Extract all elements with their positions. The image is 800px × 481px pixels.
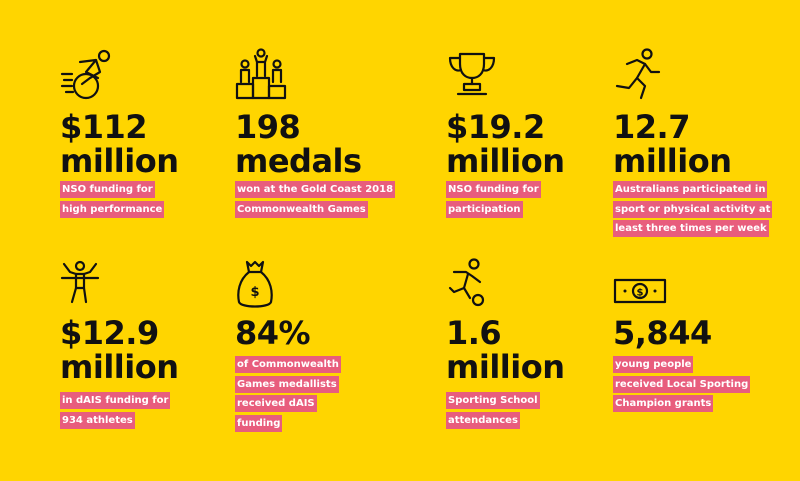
svg-text:$: $ bbox=[250, 285, 259, 300]
stat-value: 12.7 million bbox=[613, 108, 732, 180]
stat-local-sporting-grants: $ 5,844 young people received Local Spor… bbox=[613, 258, 798, 458]
stat-value: $19.2 million bbox=[446, 108, 565, 180]
stat-description: Australians participated in sport or phy… bbox=[613, 180, 773, 239]
stat-medals: 198 medals won at the Gold Coast 2018 Co… bbox=[235, 48, 420, 248]
stat-description: of Commonwealth Games medallists receive… bbox=[235, 355, 341, 433]
stat-value: 198 medals bbox=[235, 108, 362, 180]
stat-value: $112 million bbox=[60, 108, 179, 180]
stat-description: NSO funding for participation bbox=[446, 180, 541, 219]
wheelchair-athlete-icon bbox=[60, 48, 116, 100]
trophy-icon bbox=[446, 50, 498, 96]
soccer-player-icon bbox=[446, 258, 490, 308]
stat-participation: 12.7 million Australians participated in… bbox=[613, 48, 798, 248]
stat-description: young people received Local Sporting Cha… bbox=[613, 355, 751, 414]
stat-description: won at the Gold Coast 2018 Commonwealth … bbox=[235, 180, 396, 219]
finish-line-icon bbox=[60, 258, 100, 308]
stat-value: 5,844 bbox=[613, 314, 712, 352]
stat-medallists: $ 84% of Commonwealth Games medallists r… bbox=[235, 258, 420, 458]
stat-value: $12.9 million bbox=[60, 314, 179, 386]
banknote-icon: $ bbox=[613, 278, 667, 304]
podium-icon bbox=[235, 48, 287, 100]
runner-icon bbox=[613, 48, 661, 100]
stat-description: NSO funding for high performance bbox=[60, 180, 165, 219]
stat-value: 84% bbox=[235, 314, 311, 352]
stat-nso-high-performance: $112 million NSO funding for high perfor… bbox=[60, 48, 245, 248]
stat-dais-funding: $12.9 million in dAIS funding for 934 at… bbox=[60, 258, 245, 458]
stat-description: Sporting School attendances bbox=[446, 391, 540, 430]
stat-value: 1.6 million bbox=[446, 314, 565, 386]
svg-text:$: $ bbox=[637, 288, 644, 299]
money-bag-icon: $ bbox=[235, 258, 275, 310]
stat-sporting-school: 1.6 million Sporting School attendances bbox=[446, 258, 631, 458]
stat-description: in dAIS funding for 934 athletes bbox=[60, 391, 171, 430]
stat-nso-participation: $19.2 million NSO funding for participat… bbox=[446, 48, 631, 248]
